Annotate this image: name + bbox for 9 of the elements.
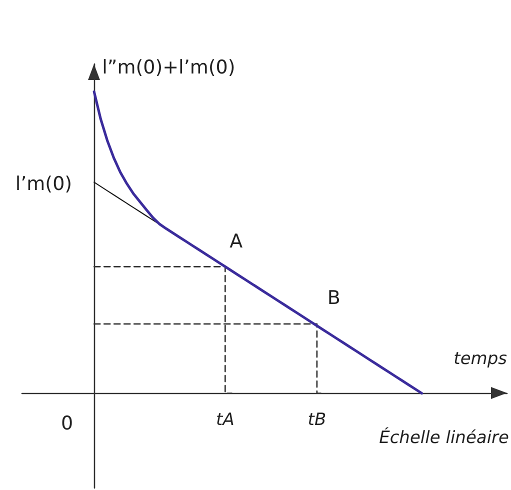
text: l”m(0)+l’m(0) (102, 56, 236, 79)
x-tick-label: tA (216, 410, 234, 430)
annotation: l’m(0) (15, 173, 72, 196)
annotation: A (230, 230, 243, 253)
text: 0 (61, 412, 74, 434)
x-axis-title: temps (454, 348, 508, 369)
annotation: B (327, 286, 340, 309)
text: Échelle linéaire (379, 427, 509, 448)
x-tick-label: tB (308, 410, 326, 430)
